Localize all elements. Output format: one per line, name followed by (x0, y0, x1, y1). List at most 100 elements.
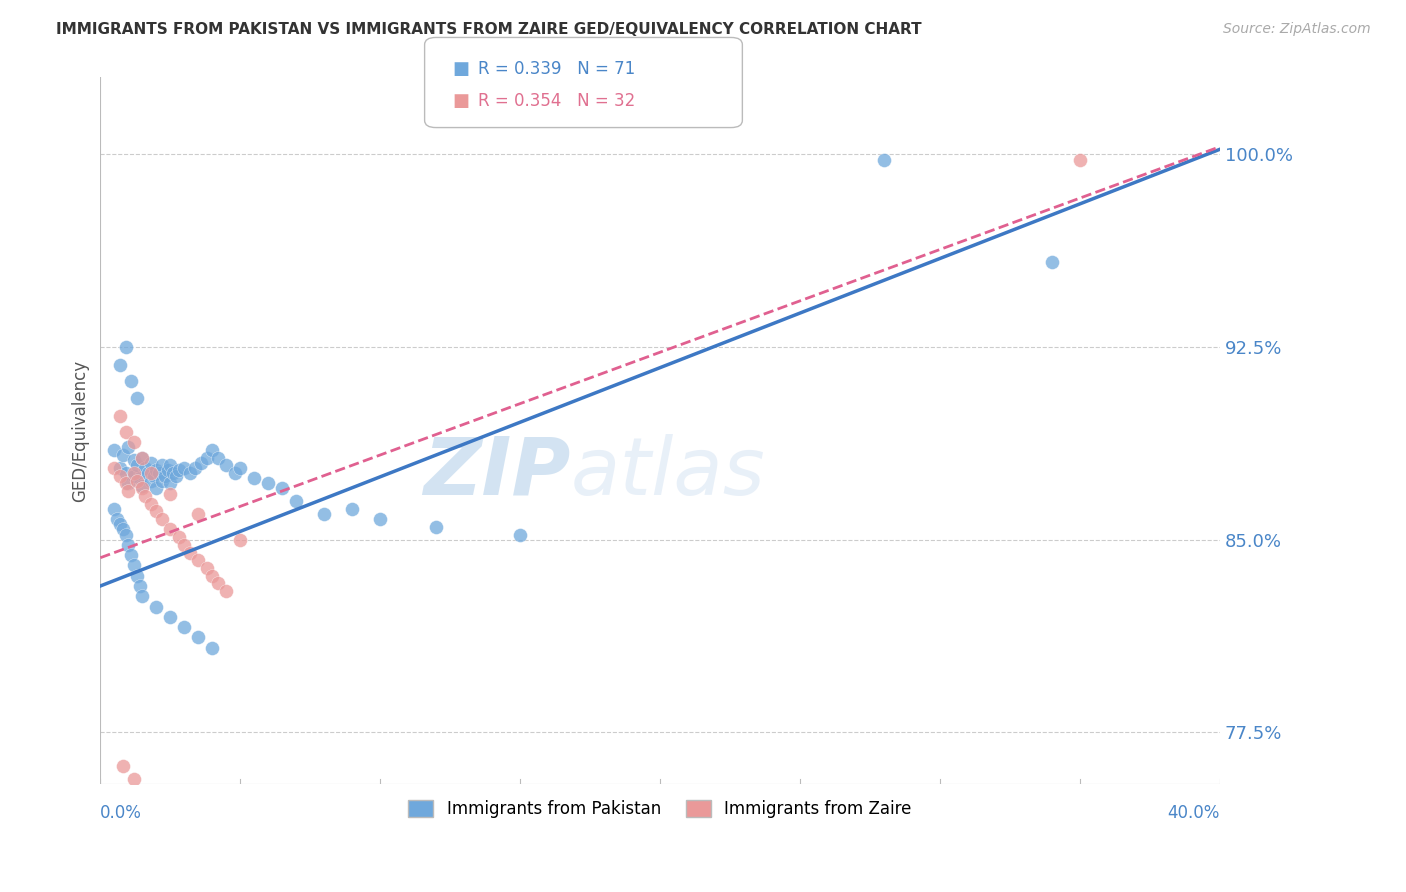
Text: atlas: atlas (571, 434, 765, 512)
Point (215, 584, 238, 599)
Point (120, 374, 142, 388)
Point (285, 494, 308, 508)
Point (162, 466, 184, 480)
Point (159, 523, 181, 537)
Point (145, 482, 167, 496)
Point (128, 579, 150, 593)
Point (114, 466, 136, 480)
Point (125, 568, 148, 582)
Point (117, 440, 139, 454)
Legend: Immigrants from Pakistan, Immigrants from Zaire: Immigrants from Pakistan, Immigrants fro… (402, 793, 918, 825)
Point (156, 463, 179, 477)
Point (187, 507, 209, 521)
Point (117, 483, 139, 498)
Point (148, 466, 170, 480)
Point (150, 474, 173, 488)
Point (187, 631, 209, 645)
Point (108, 517, 131, 532)
Point (201, 640, 224, 655)
Point (173, 460, 195, 475)
Point (201, 442, 224, 457)
Point (125, 474, 148, 488)
Point (125, 392, 148, 406)
Point (159, 458, 181, 473)
Text: 0.0%: 0.0% (100, 805, 142, 822)
Point (122, 468, 145, 483)
Point (179, 466, 201, 480)
Point (215, 458, 238, 473)
Point (207, 450, 229, 465)
Point (159, 486, 181, 500)
Point (108, 409, 131, 424)
Point (342, 502, 364, 516)
Point (1069, 153, 1091, 167)
Point (167, 530, 190, 544)
Point (134, 460, 156, 475)
Point (128, 471, 150, 485)
Point (114, 476, 136, 491)
Text: ■: ■ (453, 60, 470, 78)
Point (509, 527, 531, 541)
Point (139, 497, 162, 511)
Point (229, 460, 252, 475)
Point (145, 787, 167, 801)
Point (873, 153, 896, 167)
Text: 40.0%: 40.0% (1167, 805, 1220, 822)
Point (114, 527, 136, 541)
Point (122, 453, 145, 467)
Point (167, 463, 190, 477)
Point (139, 474, 162, 488)
Point (136, 466, 159, 480)
Point (131, 450, 153, 465)
Point (103, 460, 125, 475)
Point (117, 538, 139, 552)
Point (122, 772, 145, 786)
Point (243, 471, 266, 485)
Point (187, 553, 209, 567)
Point (153, 468, 176, 483)
Point (108, 468, 131, 483)
Point (195, 561, 218, 575)
Point (131, 482, 153, 496)
Point (425, 520, 447, 534)
Point (139, 456, 162, 470)
Point (184, 460, 207, 475)
Point (125, 458, 148, 473)
Point (114, 340, 136, 354)
Point (120, 548, 142, 562)
Point (368, 512, 391, 526)
Point (314, 507, 336, 521)
Text: ZIP: ZIP (423, 434, 571, 512)
Point (117, 476, 139, 491)
Point (122, 466, 145, 480)
Point (111, 523, 134, 537)
Point (271, 482, 294, 496)
Point (1040, 255, 1063, 269)
Point (111, 448, 134, 462)
Point (229, 533, 252, 547)
Point (150, 458, 173, 473)
Text: ■: ■ (453, 93, 470, 111)
Point (111, 758, 134, 772)
Point (131, 479, 153, 493)
Point (207, 576, 229, 591)
Y-axis label: GED/Equivalency: GED/Equivalency (72, 359, 89, 501)
Point (131, 450, 153, 465)
Point (145, 463, 167, 477)
Point (173, 538, 195, 552)
Text: R = 0.354   N = 32: R = 0.354 N = 32 (478, 93, 636, 111)
Point (257, 476, 280, 491)
Text: R = 0.339   N = 71: R = 0.339 N = 71 (478, 60, 636, 78)
Point (150, 512, 173, 526)
Point (173, 620, 195, 634)
Point (224, 466, 246, 480)
Point (201, 568, 224, 582)
Point (142, 468, 165, 483)
Point (103, 442, 125, 457)
Point (179, 545, 201, 559)
Point (195, 450, 218, 465)
Point (145, 599, 167, 614)
Point (103, 502, 125, 516)
Point (114, 425, 136, 439)
Point (122, 435, 145, 450)
